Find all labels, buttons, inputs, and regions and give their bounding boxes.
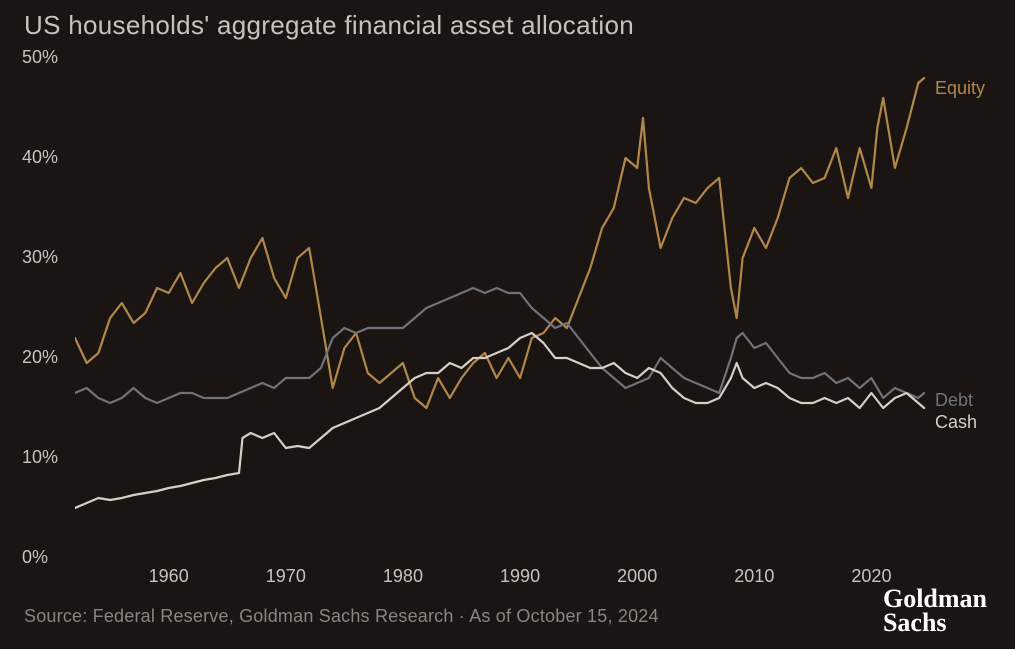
series-equity [75,78,924,408]
y-axis-tick-label: 30% [22,247,58,268]
series-label-cash: Cash [935,412,977,433]
x-axis-tick-label: 1980 [383,566,423,587]
series-label-equity: Equity [935,78,985,99]
goldman-sachs-logo: Goldman Sachs [883,587,987,635]
y-axis-tick-label: 20% [22,347,58,368]
y-axis-tick-label: 40% [22,147,58,168]
y-axis-tick-label: 50% [22,47,58,68]
x-axis-tick-label: 2010 [734,566,774,587]
source-attribution: Source: Federal Reserve, Goldman Sachs R… [24,606,659,627]
x-axis-tick-label: 1990 [500,566,540,587]
x-axis-tick-label: 1970 [266,566,306,587]
chart-title: US households' aggregate financial asset… [24,10,634,41]
x-axis-tick-label: 2000 [617,566,657,587]
series-label-debt: Debt [935,390,973,411]
x-axis-tick-label: 1960 [149,566,189,587]
series-debt [75,288,924,403]
logo-line-2: Sachs [883,611,987,635]
y-axis-tick-label: 10% [22,447,58,468]
y-axis-tick-label: 0% [22,547,48,568]
line-chart [75,58,930,558]
series-cash [75,333,924,508]
